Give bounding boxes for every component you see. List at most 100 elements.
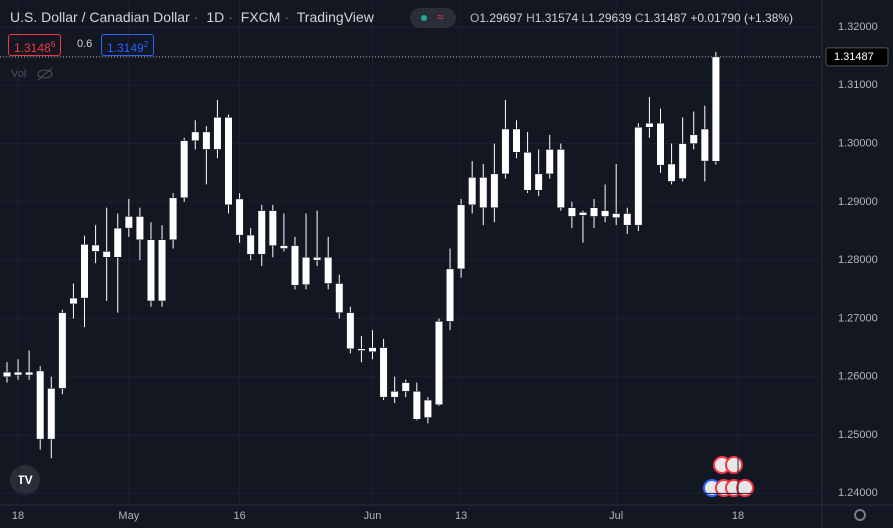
- candle-body: [645, 122, 654, 128]
- candle-body: [634, 127, 643, 226]
- y-tick-label: 1.30000: [838, 137, 878, 149]
- brand: TradingView: [296, 9, 374, 25]
- candle-body: [224, 117, 233, 206]
- y-tick-label: 1.28000: [838, 254, 878, 266]
- interval[interactable]: 1D: [206, 9, 225, 25]
- x-tick-label: 16: [233, 510, 245, 522]
- header: U.S. Dollar / Canadian Dollar · 1D · FXCM ·…: [10, 9, 374, 25]
- c-value: 1.31487: [643, 11, 687, 25]
- candle-body: [135, 216, 144, 241]
- spread: 0.6: [77, 38, 93, 50]
- candle-body: [490, 173, 499, 208]
- tv-logo: TV: [10, 465, 40, 495]
- candle-body: [346, 312, 355, 350]
- y-tick-label: 1.24000: [838, 487, 878, 499]
- candle-body: [656, 122, 665, 166]
- candle-body: [14, 371, 23, 376]
- candle-body: [257, 210, 266, 255]
- y-tick-label: 1.31000: [838, 79, 878, 91]
- l-label: L: [581, 11, 589, 25]
- candle-body: [158, 239, 167, 302]
- candle-body: [545, 149, 554, 175]
- candle-body: [612, 213, 621, 218]
- candle-body: [556, 149, 565, 208]
- candle-body: [180, 140, 189, 199]
- candle-body: [69, 297, 78, 305]
- candle-body: [434, 321, 443, 405]
- x-tick-label: May: [118, 510, 139, 522]
- candle-body: [700, 128, 709, 162]
- candle-body: [523, 152, 532, 191]
- candle-body: [623, 213, 632, 226]
- l-value: 1.29639: [588, 11, 632, 25]
- candle-body: [80, 244, 89, 299]
- status-pill[interactable]: ≈: [410, 8, 456, 28]
- change: +0.01790 (+1.38%): [690, 11, 794, 25]
- y-tick-label: 1.29000: [838, 196, 878, 208]
- candle-body: [235, 198, 244, 236]
- sell-pip: 6: [50, 40, 56, 49]
- x-tick-label: Jul: [609, 510, 623, 522]
- buy-button[interactable]: 1.31492: [101, 34, 155, 56]
- candle-body: [567, 207, 576, 217]
- candle-body: [290, 245, 299, 286]
- candle-body: [667, 163, 676, 182]
- buy-price: 1.3149: [107, 41, 144, 55]
- event-flags: [703, 456, 754, 497]
- candle-body: [423, 399, 432, 418]
- candle-body: [534, 173, 543, 191]
- buy-pip: 2: [143, 40, 149, 49]
- candle-body: [268, 210, 277, 246]
- candle-body: [191, 131, 200, 141]
- candle-body: [58, 312, 67, 389]
- candle-body: [335, 283, 344, 313]
- candle-body: [324, 257, 333, 284]
- candle-body: [578, 212, 587, 216]
- candle-body: [412, 391, 421, 420]
- last-price-box: [825, 47, 889, 67]
- eye-icon[interactable]: [37, 67, 53, 81]
- h-value: 1.31574: [534, 11, 579, 25]
- y-tick-label: 1.25000: [838, 429, 878, 441]
- candle-body: [689, 134, 698, 144]
- candle-body: [102, 251, 111, 258]
- candle-body: [2, 371, 11, 378]
- candle-body: [446, 268, 455, 322]
- o-label: O: [470, 11, 480, 25]
- sell-button[interactable]: 1.31486: [8, 34, 62, 56]
- x-tick-label: Jun: [364, 510, 382, 522]
- candle-body: [313, 257, 322, 261]
- settings-icon[interactable]: [854, 509, 866, 521]
- svg-text:TV: TV: [17, 473, 32, 487]
- x-tick-label: 18: [732, 510, 744, 522]
- candle-body: [47, 388, 56, 440]
- exchange: FXCM: [240, 9, 281, 25]
- x-tick-label: 13: [455, 510, 467, 522]
- candle-body: [357, 348, 366, 351]
- candle-body: [246, 234, 255, 255]
- candle-body: [468, 177, 477, 206]
- o-value: 1.29697: [479, 11, 523, 25]
- candle-body: [590, 207, 599, 217]
- candle-body: [401, 382, 410, 392]
- candle-body: [512, 128, 521, 153]
- ohlc-legend: O1.29697 H1.31574 L1.29639 C1.31487 +0.0…: [470, 11, 793, 25]
- candle-body: [302, 257, 311, 285]
- sell-price: 1.3148: [14, 41, 51, 55]
- x-tick-label: 18: [12, 510, 24, 522]
- y-tick-label: 1.26000: [838, 371, 878, 383]
- c-label: C: [634, 11, 644, 25]
- candle-body: [678, 143, 687, 179]
- candle-body: [202, 131, 211, 150]
- candle-body: [601, 210, 610, 217]
- symbol[interactable]: U.S. Dollar / Canadian Dollar: [10, 9, 190, 25]
- candle-body: [390, 391, 399, 398]
- candle-body: [368, 347, 377, 352]
- candle-body: [91, 244, 100, 252]
- y-tick-label: 1.27000: [838, 312, 878, 324]
- candle-body: [711, 56, 720, 162]
- volume-label: Vol: [11, 68, 26, 80]
- candle-body: [169, 197, 178, 241]
